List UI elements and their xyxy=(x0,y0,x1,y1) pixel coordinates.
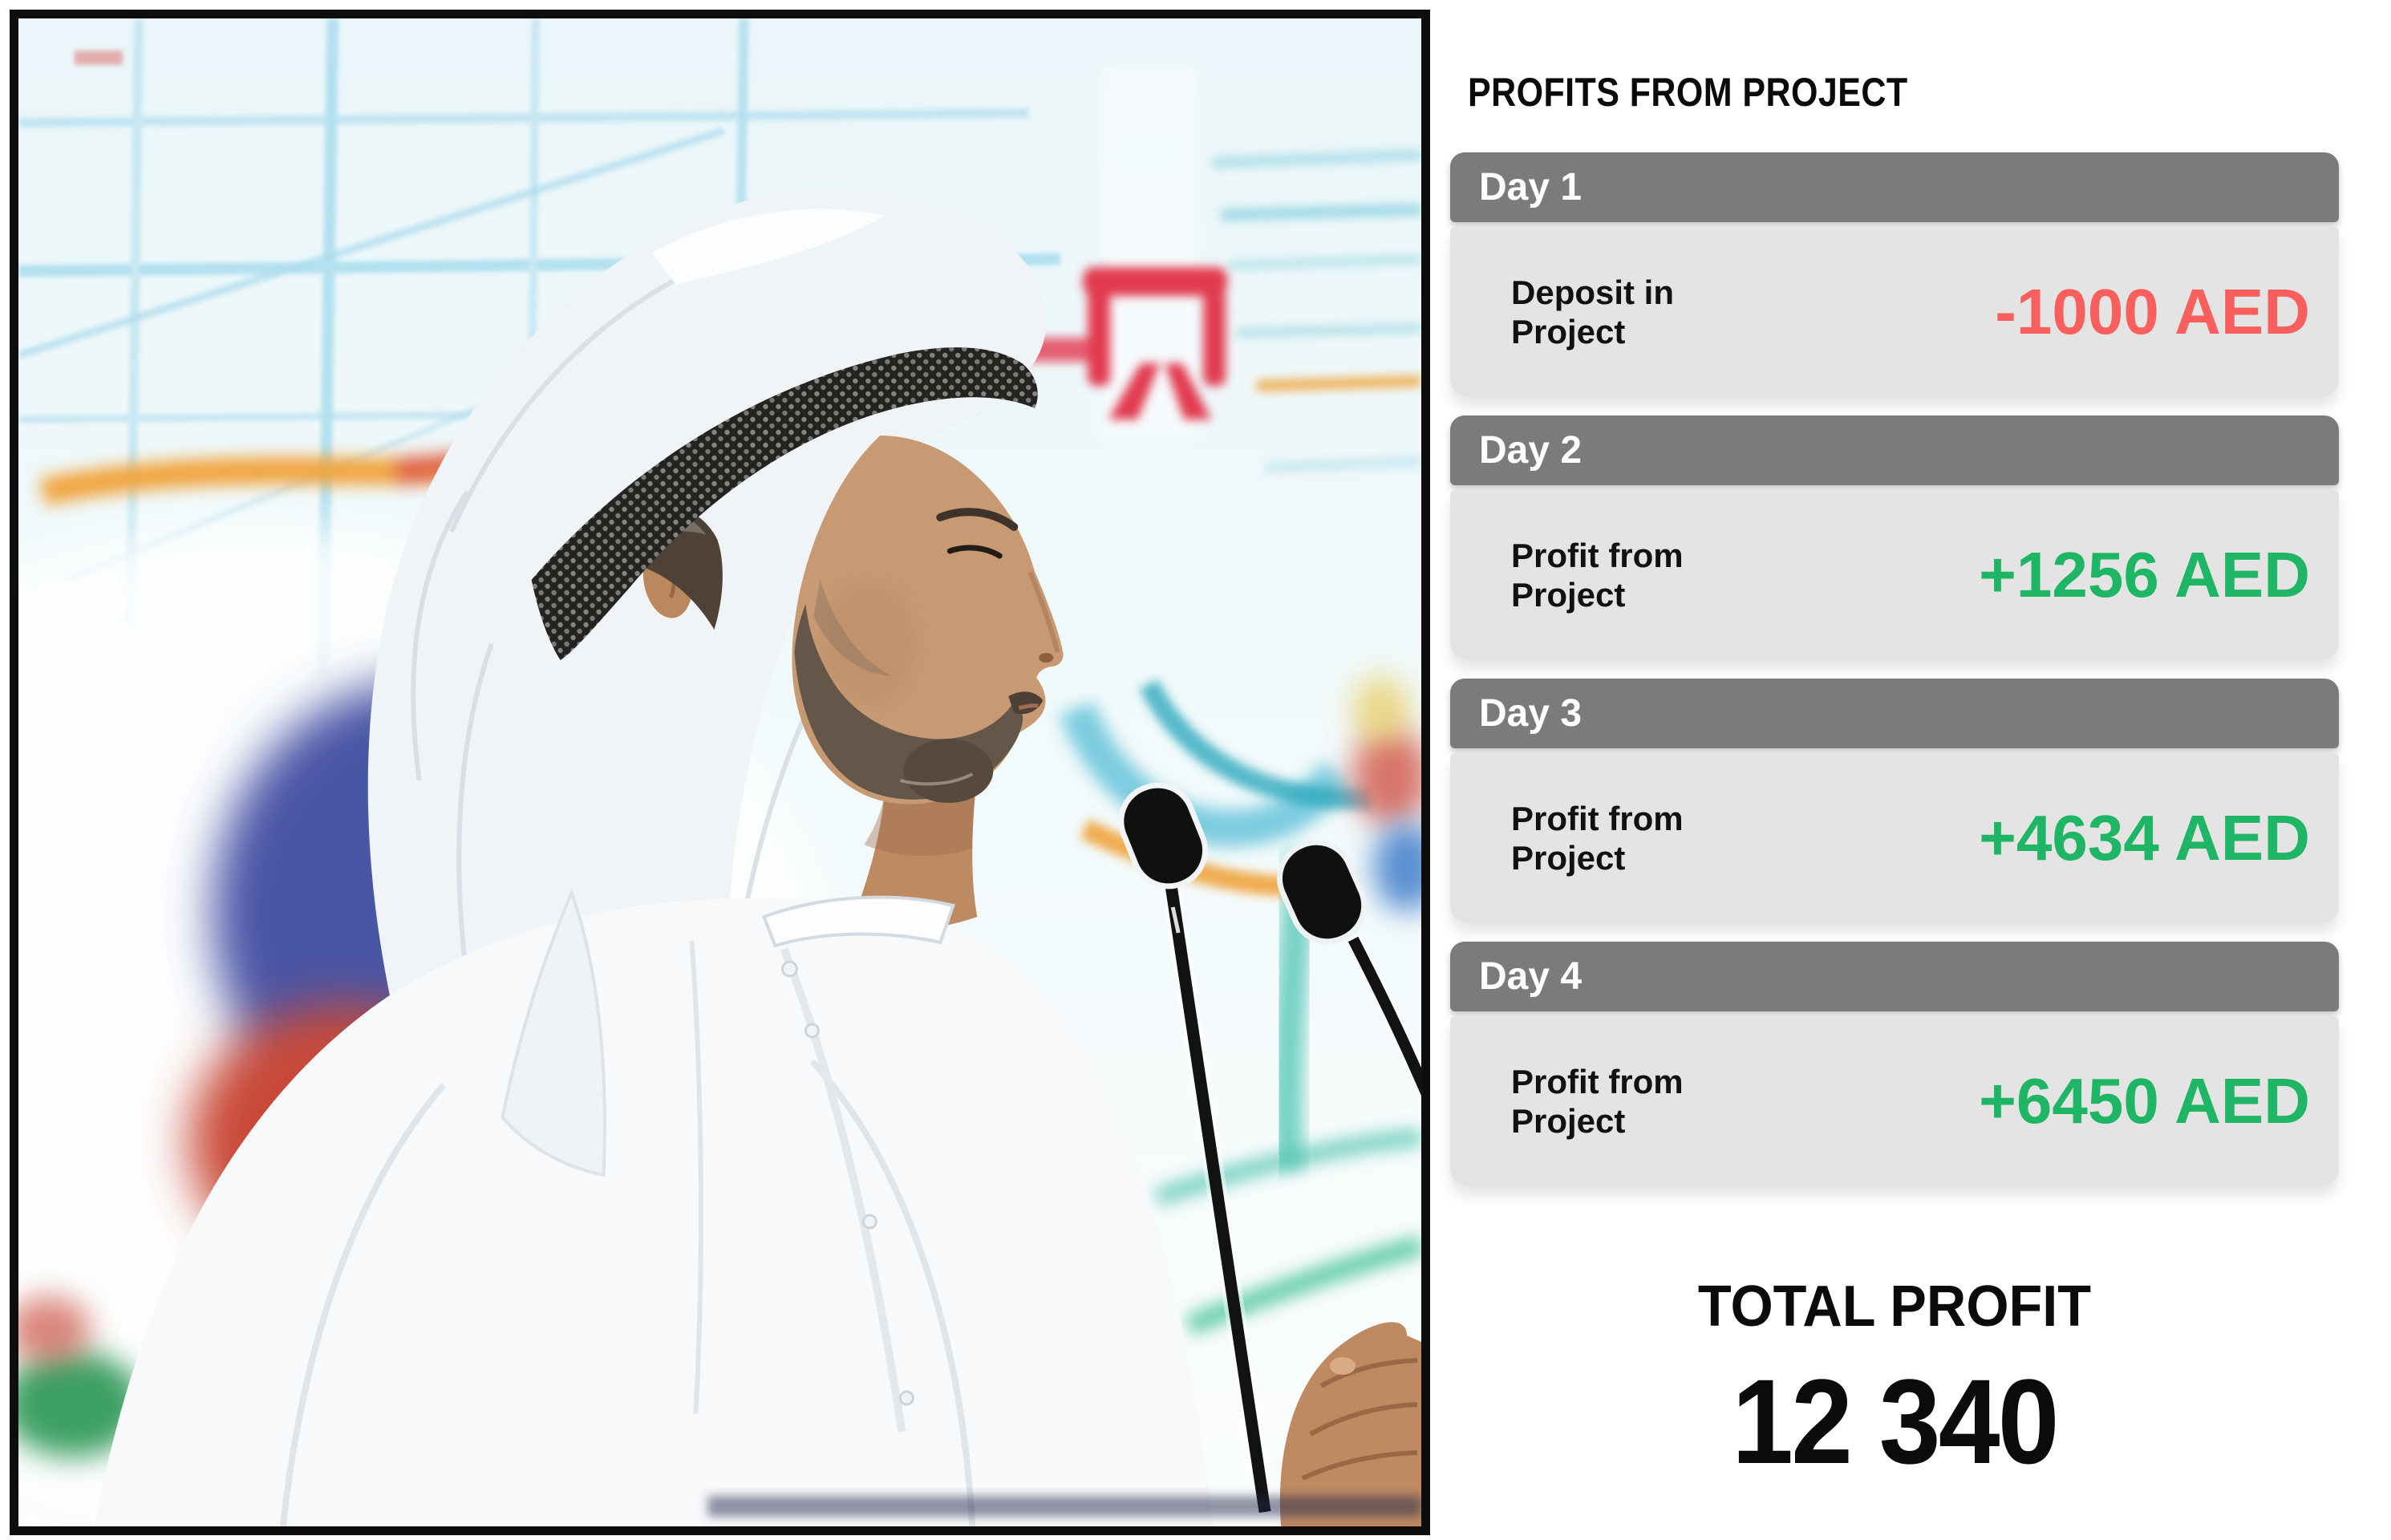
day-card-header: Day 2 xyxy=(1450,415,2339,485)
microphone-stem xyxy=(1165,885,1271,1514)
kandura-buttons xyxy=(780,960,914,1406)
day-card-body: Profit from Project +6450 AED xyxy=(1450,1016,2339,1186)
speaker-photo xyxy=(18,18,1421,1526)
entry-value: +1256 AED xyxy=(1979,539,2310,610)
kandura-body xyxy=(94,898,1214,1526)
profits-panel: PROFITS FROM PROJECT Day 1 Deposit in Pr… xyxy=(1450,0,2339,1540)
day-label: Day 2 xyxy=(1479,429,1583,472)
day-card-body: Deposit in Project -1000 AED xyxy=(1450,227,2339,397)
collar xyxy=(761,895,955,948)
total-profit-section: TOTAL PROFIT 12 340 xyxy=(1450,1274,2339,1491)
day-cards: Day 1 Deposit in Project -1000 AED Day 2… xyxy=(1450,152,2339,1205)
speaker xyxy=(94,189,1214,1526)
speaker-hand xyxy=(1279,1322,1421,1526)
microphone-head xyxy=(1276,839,1368,945)
day-card-body: Profit from Project +1256 AED xyxy=(1450,490,2339,660)
day-label: Day 1 xyxy=(1479,166,1583,209)
microphone-head xyxy=(1118,782,1209,890)
neck xyxy=(852,780,978,930)
photo-frame xyxy=(10,10,1430,1535)
day-card-3: Day 3 Profit from Project +4634 AED xyxy=(1450,679,2339,923)
day-card-4: Day 4 Profit from Project +6450 AED xyxy=(1450,942,2339,1186)
day-card-header: Day 3 xyxy=(1450,679,2339,748)
ghutra-tail xyxy=(500,888,606,1177)
total-profit-value: 12 340 xyxy=(1732,1354,2059,1489)
day-card-body: Profit from Project +4634 AED xyxy=(1450,753,2339,923)
red-arch-icon xyxy=(1020,267,1228,419)
microphones xyxy=(1118,782,1421,1514)
entry-value: +6450 AED xyxy=(1979,1065,2310,1137)
total-profit-label: TOTAL PROFIT xyxy=(1697,1275,2092,1339)
entry-label: Deposit in Project xyxy=(1511,273,1675,351)
day-card-header: Day 4 xyxy=(1450,942,2339,1011)
entry-label: Profit from Project xyxy=(1511,1062,1684,1140)
day-card-1: Day 1 Deposit in Project -1000 AED xyxy=(1450,152,2339,397)
day-label: Day 4 xyxy=(1479,955,1583,998)
entry-value: +4634 AED xyxy=(1979,802,2310,873)
day-card-header: Day 1 xyxy=(1450,152,2339,222)
panel-title: PROFITS FROM PROJECT xyxy=(1468,70,1908,115)
entry-value: -1000 AED xyxy=(1995,276,2310,347)
microphone-stem xyxy=(1347,936,1421,1096)
entry-label: Profit from Project xyxy=(1511,536,1684,614)
entry-label: Profit from Project xyxy=(1511,799,1684,877)
day-label: Day 3 xyxy=(1479,692,1583,735)
day-card-2: Day 2 Profit from Project +1256 AED xyxy=(1450,415,2339,660)
